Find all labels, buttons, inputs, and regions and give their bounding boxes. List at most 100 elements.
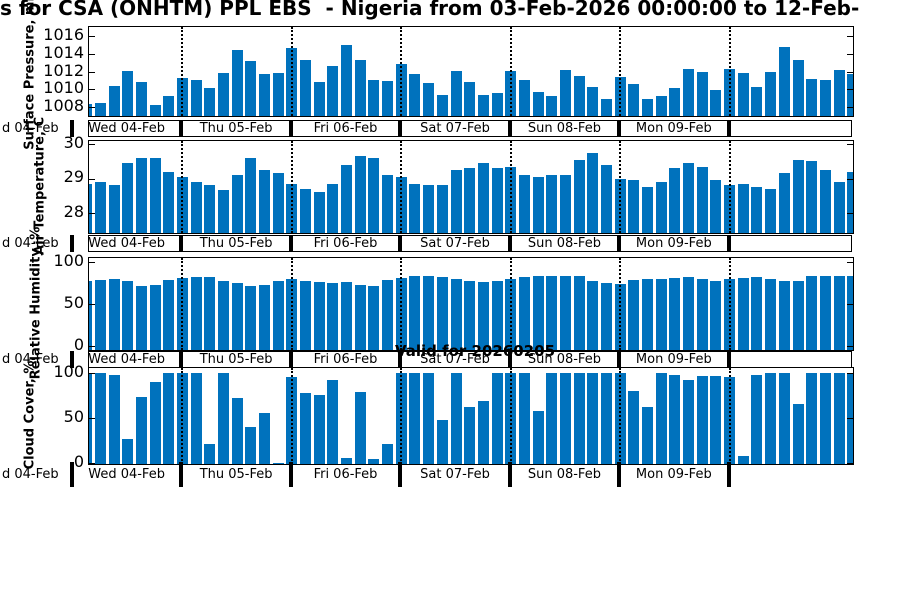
air-temperature-c-plot — [88, 140, 854, 234]
day-separator — [69, 235, 74, 252]
data-bar — [792, 404, 804, 464]
data-bar — [464, 168, 476, 233]
day-boundary-gridline — [619, 368, 622, 464]
day-separator — [179, 462, 184, 487]
y-tick-mark — [847, 417, 853, 419]
data-bar — [559, 69, 571, 116]
data-bar — [450, 278, 462, 350]
day-strip: Wed 04-Feb Thu 05-Feb Fri 06-Feb Sat 07-Feb… — [0, 120, 900, 137]
data-bar — [546, 275, 558, 350]
data-bar — [89, 103, 93, 116]
data-bar — [258, 413, 270, 464]
data-bar — [190, 372, 202, 464]
day-label: Fri 06-Feb — [313, 467, 378, 482]
data-bar — [423, 83, 435, 116]
clipped-day-label: d 04-Feb — [2, 352, 59, 367]
data-bar — [245, 286, 257, 350]
day-boundary-gridline — [509, 258, 512, 350]
data-bar — [341, 282, 352, 350]
data-bar — [272, 173, 284, 233]
data-bar — [450, 170, 462, 233]
data-bar — [327, 66, 339, 116]
y-tick-label: 100 — [53, 251, 84, 271]
y-tick-mark — [89, 372, 95, 374]
data-bar — [600, 164, 612, 233]
data-bar — [231, 283, 243, 350]
y-tick-mark — [89, 35, 95, 37]
data-bar — [217, 190, 229, 233]
data-bar — [409, 372, 421, 464]
data-bar — [628, 279, 640, 350]
data-bar — [94, 102, 106, 116]
day-label: Sun 08-Feb — [527, 352, 601, 367]
data-bar — [436, 420, 448, 464]
data-bar — [491, 92, 503, 116]
data-bar — [204, 443, 216, 464]
data-bar — [765, 188, 777, 233]
data-bar — [313, 192, 325, 233]
day-boundary-gridline — [400, 141, 403, 233]
data-bar — [546, 175, 558, 233]
data-bar — [642, 406, 653, 464]
data-bar — [300, 393, 311, 464]
data-bar — [354, 284, 366, 350]
day-strip: Wed 04-Feb Thu 05-Feb Fri 06-Feb Sat 07-Feb… — [0, 351, 900, 368]
day-label: Wed 04-Feb — [88, 236, 165, 251]
data-bar — [600, 372, 612, 464]
data-bar — [518, 372, 530, 464]
day-separator — [179, 235, 184, 252]
data-bar — [368, 286, 380, 350]
data-bar — [272, 462, 284, 464]
data-bar — [163, 171, 175, 233]
day-label: Wed 04-Feb — [88, 467, 165, 482]
data-bar — [204, 277, 216, 350]
data-bar — [518, 277, 530, 350]
data-bar — [792, 159, 804, 233]
y-tick-label: 0 — [73, 334, 84, 354]
data-bar — [122, 439, 134, 464]
data-bar — [258, 284, 270, 350]
day-boundary-gridline — [181, 141, 184, 233]
day-separator — [617, 235, 622, 252]
data-bar — [600, 283, 612, 350]
day-label: Sat 07-Feb — [420, 121, 490, 136]
day-separator — [288, 235, 293, 252]
data-bar — [532, 275, 544, 350]
data-bar — [806, 275, 818, 350]
data-bar — [450, 372, 462, 464]
day-separator — [726, 120, 731, 137]
data-bar — [833, 69, 845, 116]
data-bar — [423, 276, 435, 350]
data-bar — [423, 372, 435, 464]
day-strip-box — [88, 120, 852, 137]
data-bar — [819, 80, 831, 116]
data-bar — [354, 59, 366, 116]
data-bar — [190, 277, 202, 350]
day-label: Thu 05-Feb — [199, 236, 273, 251]
data-bar — [382, 279, 394, 350]
data-bar — [163, 96, 175, 116]
y-tick-mark — [89, 345, 95, 347]
data-bar — [819, 170, 831, 233]
surface-pressure-mb-plot — [88, 26, 854, 117]
day-boundary-gridline — [400, 27, 403, 116]
data-bar — [546, 96, 558, 116]
day-label: Mon 09-Feb — [635, 467, 712, 482]
day-boundary-gridline — [619, 27, 622, 116]
data-bar — [122, 281, 134, 350]
data-bar — [792, 281, 804, 350]
data-bar — [778, 372, 790, 464]
data-bar — [710, 90, 722, 116]
y-tick-label: 1016 — [43, 24, 84, 44]
data-bar — [847, 74, 853, 116]
day-separator — [398, 120, 403, 137]
day-separator — [726, 462, 731, 487]
day-separator — [69, 120, 74, 137]
y-tick-mark — [847, 107, 853, 109]
data-bar — [217, 372, 229, 464]
day-label: Mon 09-Feb — [635, 121, 712, 136]
day-label: Sat 07-Feb — [420, 236, 490, 251]
data-bar — [778, 46, 790, 116]
day-separator — [617, 462, 622, 487]
